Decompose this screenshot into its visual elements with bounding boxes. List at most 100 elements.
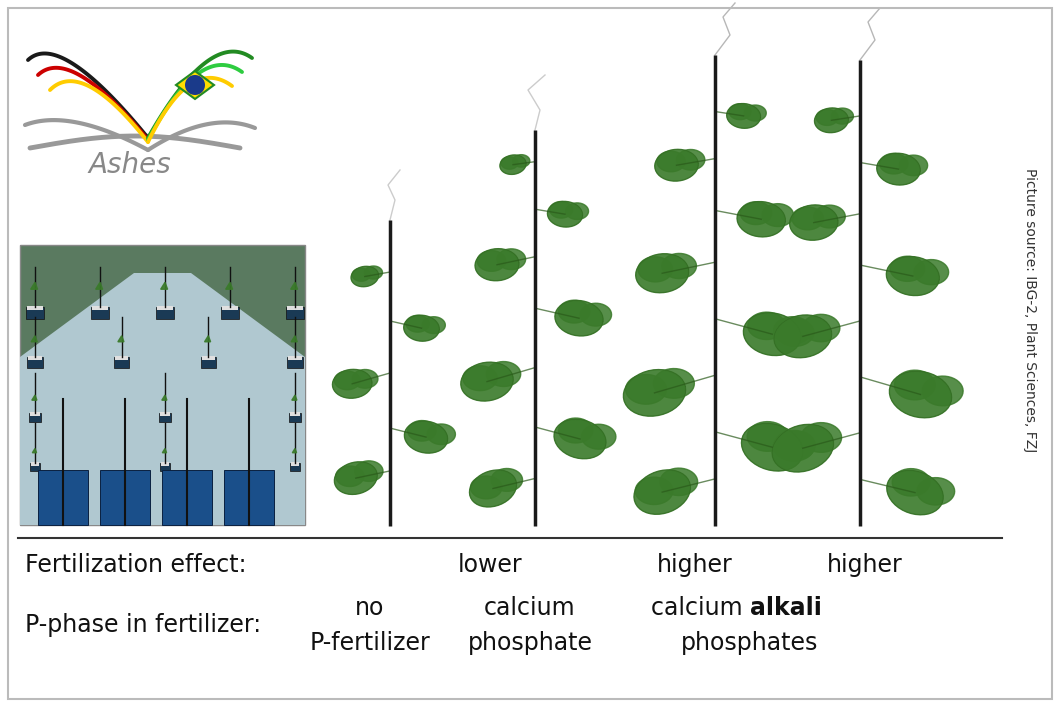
Polygon shape <box>800 423 842 452</box>
Bar <box>100 470 151 525</box>
Polygon shape <box>792 207 824 230</box>
Bar <box>200 357 216 368</box>
Polygon shape <box>743 312 801 356</box>
Bar <box>159 413 172 422</box>
Polygon shape <box>580 303 612 326</box>
Polygon shape <box>471 476 502 499</box>
Bar <box>201 356 215 360</box>
Bar <box>31 462 39 467</box>
Polygon shape <box>747 421 788 451</box>
Bar <box>223 305 237 310</box>
Polygon shape <box>497 249 526 269</box>
Polygon shape <box>657 151 685 172</box>
Polygon shape <box>634 470 690 514</box>
Polygon shape <box>566 203 588 219</box>
Text: calcium: calcium <box>484 596 576 620</box>
Polygon shape <box>404 315 439 341</box>
Polygon shape <box>463 366 497 391</box>
Polygon shape <box>737 201 785 237</box>
Polygon shape <box>32 395 37 400</box>
Polygon shape <box>333 369 372 398</box>
Bar <box>26 307 43 319</box>
Bar <box>222 307 238 319</box>
Polygon shape <box>886 257 939 296</box>
Polygon shape <box>470 470 516 507</box>
Polygon shape <box>475 249 519 281</box>
Polygon shape <box>226 282 232 289</box>
Bar <box>92 305 108 310</box>
Polygon shape <box>408 421 436 441</box>
Bar <box>289 463 300 471</box>
Polygon shape <box>635 477 673 505</box>
Text: lower: lower <box>458 553 523 577</box>
Polygon shape <box>550 201 572 218</box>
Bar <box>161 462 170 467</box>
Polygon shape <box>740 201 772 225</box>
Polygon shape <box>205 336 211 341</box>
Polygon shape <box>676 149 705 170</box>
Polygon shape <box>774 431 814 461</box>
Polygon shape <box>877 153 920 185</box>
Polygon shape <box>654 368 694 398</box>
Polygon shape <box>161 282 167 289</box>
Polygon shape <box>893 469 930 496</box>
Polygon shape <box>727 104 760 128</box>
Bar <box>289 412 300 416</box>
Polygon shape <box>776 319 814 346</box>
Bar <box>91 307 109 319</box>
Polygon shape <box>814 108 848 133</box>
Polygon shape <box>729 104 750 119</box>
Polygon shape <box>176 71 214 99</box>
Bar <box>224 470 273 525</box>
Polygon shape <box>351 267 378 287</box>
Polygon shape <box>559 300 589 323</box>
Circle shape <box>186 75 205 95</box>
Polygon shape <box>880 153 908 174</box>
Bar <box>29 356 41 360</box>
Polygon shape <box>292 336 297 341</box>
Polygon shape <box>406 315 429 332</box>
Polygon shape <box>744 105 766 121</box>
Text: Ashes: Ashes <box>89 151 172 179</box>
Polygon shape <box>20 273 305 525</box>
Polygon shape <box>290 282 298 289</box>
Polygon shape <box>118 336 124 341</box>
Polygon shape <box>625 375 667 404</box>
Polygon shape <box>655 149 699 181</box>
Polygon shape <box>477 250 506 271</box>
Polygon shape <box>762 204 794 226</box>
Bar <box>287 305 303 310</box>
Bar <box>160 412 171 416</box>
Text: phosphate: phosphate <box>467 631 593 655</box>
Bar <box>290 462 299 467</box>
Polygon shape <box>547 201 583 227</box>
Text: P-phase in fertilizer:: P-phase in fertilizer: <box>25 613 261 637</box>
Polygon shape <box>334 371 360 390</box>
Polygon shape <box>636 254 689 293</box>
Bar <box>157 305 173 310</box>
Polygon shape <box>501 157 518 169</box>
Text: higher: higher <box>827 553 903 577</box>
Polygon shape <box>405 421 447 453</box>
Polygon shape <box>487 361 520 387</box>
Bar <box>156 307 174 319</box>
Text: Fertilization effect:: Fertilization effect: <box>25 553 247 577</box>
Polygon shape <box>831 108 853 124</box>
Bar <box>30 412 40 416</box>
Text: phosphates: phosphates <box>682 631 818 655</box>
Text: higher: higher <box>657 553 732 577</box>
Polygon shape <box>555 300 603 336</box>
Bar <box>287 357 302 368</box>
Bar <box>28 357 42 368</box>
Text: Picture source: IBG-2, Plant Sciences, FZJ: Picture source: IBG-2, Plant Sciences, F… <box>1023 168 1037 452</box>
Polygon shape <box>31 282 37 289</box>
Polygon shape <box>162 395 166 400</box>
Polygon shape <box>660 468 697 496</box>
Polygon shape <box>422 317 445 334</box>
Bar <box>286 307 303 319</box>
Bar <box>28 305 42 310</box>
Polygon shape <box>816 110 838 125</box>
Polygon shape <box>461 362 513 401</box>
Polygon shape <box>747 312 785 339</box>
Polygon shape <box>890 256 924 281</box>
